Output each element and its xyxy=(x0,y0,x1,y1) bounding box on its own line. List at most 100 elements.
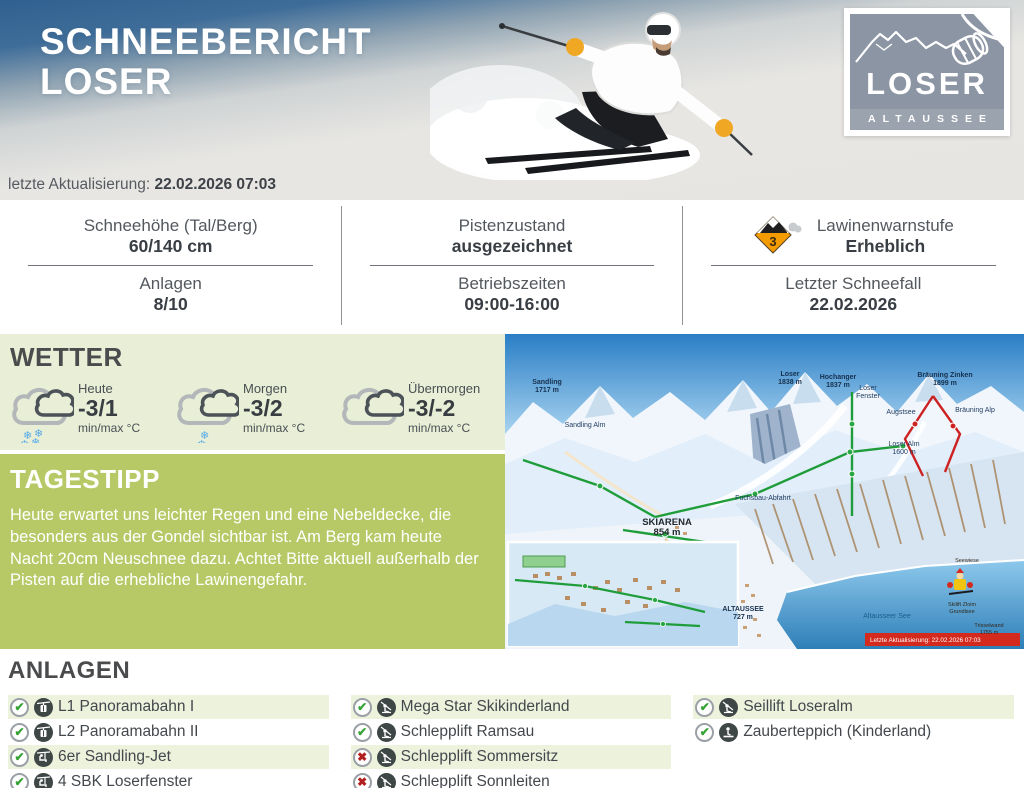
weather-day-1: ❄❄ Morgen -3/2 min/max °C xyxy=(175,381,340,443)
svg-text:❄: ❄ xyxy=(34,427,43,440)
map-label: Bräuning Zinken xyxy=(917,372,972,379)
weather-day-unit: min/max °C xyxy=(78,421,141,435)
lift-name: 4 SBK Loserfenster xyxy=(58,773,193,788)
weather-day-0: ❄❄❄❄ Heute -3/1 min/max °C xyxy=(10,381,175,443)
lift-status-closed-icon: ✖ xyxy=(352,747,372,767)
avalanche-level-3-icon: 3 xyxy=(754,216,802,254)
gondola-icon xyxy=(37,700,50,712)
chairlift-icon xyxy=(37,750,50,762)
lift-row: ✔ Zauberteppich (Kinderland) xyxy=(693,720,1014,744)
lift-row: ✔ Mega Star Skikinderland xyxy=(350,695,672,719)
surface-lift-icon xyxy=(722,701,734,713)
map-label: Trisselwand xyxy=(974,623,1003,629)
lift-name: Schlepplift Sommersitz xyxy=(400,748,559,765)
surface-lift-icon xyxy=(380,776,392,788)
stat-value: 8/10 xyxy=(153,293,188,314)
lift-row: ✔ Schlepplift Ramsau xyxy=(351,720,672,744)
chairlift-icon xyxy=(37,775,50,787)
page-title: SCHNEEBERICHT LOSER xyxy=(40,22,372,102)
lift-row: ✔ Seillift Loseralm xyxy=(693,695,1014,719)
map-label: Fuchsbau-Abfahrt xyxy=(735,495,791,502)
map-label: Augstsee xyxy=(886,409,915,416)
stats-column-3: 3 Lawinenwarnstufe Erheblich Letzter Sch… xyxy=(683,206,1024,325)
map-label: SKIARENA xyxy=(642,517,692,528)
map-label: 1717 m xyxy=(535,387,559,394)
hero-header: SCHNEEBERICHT LOSER LOSER ALTAUSSEE letz… xyxy=(0,0,1024,200)
cloud-icon xyxy=(342,388,404,425)
lifts-panel: ANLAGEN ✔ L1 Panoramabahn I ✔ L2 Panoram… xyxy=(0,649,1024,788)
map-label: Sandling Alm xyxy=(565,422,606,429)
lift-row: ✔ L2 Panoramabahn II xyxy=(8,720,329,744)
stat-label: Schneehöhe (Tal/Berg) xyxy=(83,215,258,235)
svg-text:❄: ❄ xyxy=(197,438,206,443)
page-title-line1: SCHNEEBERICHT xyxy=(40,21,372,62)
lift-status-open-icon: ✔ xyxy=(10,747,29,767)
lift-status-open-icon: ✔ xyxy=(10,697,29,717)
lifts-title: ANLAGEN xyxy=(8,657,131,684)
lift-row: ✔ 4 SBK Loserfenster xyxy=(8,770,329,788)
cloud-snow-light-icon: ❄❄ xyxy=(177,388,239,443)
lift-name: Mega Star Skikinderland xyxy=(400,698,570,715)
lift-row: ✖ Schlepplift Sommersitz xyxy=(350,745,672,769)
lifts-column-1: ✔ L1 Panoramabahn I ✔ L2 Panoramabahn II… xyxy=(8,695,329,788)
lift-name: L2 Panoramabahn II xyxy=(58,723,199,740)
lift-name: Seillift Loseralm xyxy=(743,698,853,715)
lift-status-open-icon: ✔ xyxy=(695,697,715,717)
stat-value: 09:00-16:00 xyxy=(464,293,560,314)
map-label: Bräuning Alp xyxy=(955,407,995,414)
loser-altaussee-logo: LOSER ALTAUSSEE xyxy=(844,8,1010,136)
weather-title: WETTER xyxy=(10,342,123,372)
map-label: Seewiese xyxy=(955,558,979,564)
stat-label: Letzter Schneefall xyxy=(785,273,922,293)
lift-status-open-icon: ✔ xyxy=(352,697,372,717)
stats-column-2: Pistenzustand ausgezeichnet Betriebszeit… xyxy=(341,206,683,325)
lift-status-open-icon: ✔ xyxy=(695,722,715,742)
last-update-value: 22.02.2026 07:03 xyxy=(154,176,277,193)
map-label: Skilift Zloim xyxy=(948,602,977,608)
lift-type-gondola xyxy=(34,722,53,742)
lift-type-surface xyxy=(376,772,396,788)
stat-avalanche-level: 3 Lawinenwarnstufe Erheblich xyxy=(710,208,996,266)
map-label: Altausseer See xyxy=(863,613,911,620)
surface-lift-icon xyxy=(380,726,392,738)
lift-status-open-icon: ✔ xyxy=(10,722,29,742)
lift-type-gondola xyxy=(34,697,53,717)
lift-name: Zauberteppich (Kinderland) xyxy=(743,723,932,740)
stat-value: ausgezeichnet xyxy=(451,235,573,256)
weather-day-label: Übermorgen xyxy=(408,381,481,396)
svg-text:❄: ❄ xyxy=(200,429,209,442)
lift-name: Schlepplift Ramsau xyxy=(400,723,535,740)
lift-name: L1 Panoramabahn I xyxy=(58,698,195,715)
lift-status-closed-icon: ✖ xyxy=(352,772,372,788)
stat-lifts-open: Anlagen 8/10 xyxy=(28,266,313,324)
cloud-snow-heavy-icon: ❄❄❄❄ xyxy=(12,388,74,443)
stat-last-snowfall: Letzter Schneefall 22.02.2026 xyxy=(711,266,996,324)
map-inset xyxy=(506,540,740,648)
lift-type-chairlift xyxy=(34,747,53,767)
ski-map-illustration: Letzte Aktualisierung: 22.02.2026 07:03 … xyxy=(505,334,1024,649)
stat-label: Betriebszeiten xyxy=(458,273,566,293)
stat-value: 60/140 cm xyxy=(128,235,213,256)
lift-row: ✔ 6er Sandling-Jet xyxy=(8,745,329,769)
map-label: Grundlsee xyxy=(949,609,974,615)
weather-panel: WETTER ❄❄❄❄ Heute -3/1 min/max °C ❄❄ Mor… xyxy=(0,334,505,450)
tagestipp-text: Heute erwartet uns leichter Regen und ei… xyxy=(10,506,479,590)
weather-day-temp: -3/2 xyxy=(243,395,283,421)
lifts-column-3: ✔ Seillift Loseralm ✔ Zauberteppich (Kin… xyxy=(693,695,1014,788)
map-label: 1837 m xyxy=(826,382,850,389)
map-label: 1838 m xyxy=(778,379,802,386)
lift-type-surface xyxy=(376,722,396,742)
magic-carpet-icon xyxy=(723,726,734,737)
lift-name: 6er Sandling-Jet xyxy=(58,748,171,765)
weather-day-unit: min/max °C xyxy=(408,421,471,435)
lift-name: Schlepplift Sonnleiten xyxy=(400,773,550,788)
lift-status-open-icon: ✔ xyxy=(10,772,29,788)
map-label: Sandling xyxy=(532,379,562,386)
svg-text:❄: ❄ xyxy=(20,438,29,443)
stat-piste-condition: Pistenzustand ausgezeichnet xyxy=(370,208,654,266)
stat-label: Pistenzustand xyxy=(458,215,566,235)
map-label: ALTAUSSEE xyxy=(722,606,764,613)
svg-text:❄: ❄ xyxy=(23,429,32,442)
weather-day-label: Heute xyxy=(78,381,113,396)
surface-lift-icon xyxy=(380,701,392,713)
